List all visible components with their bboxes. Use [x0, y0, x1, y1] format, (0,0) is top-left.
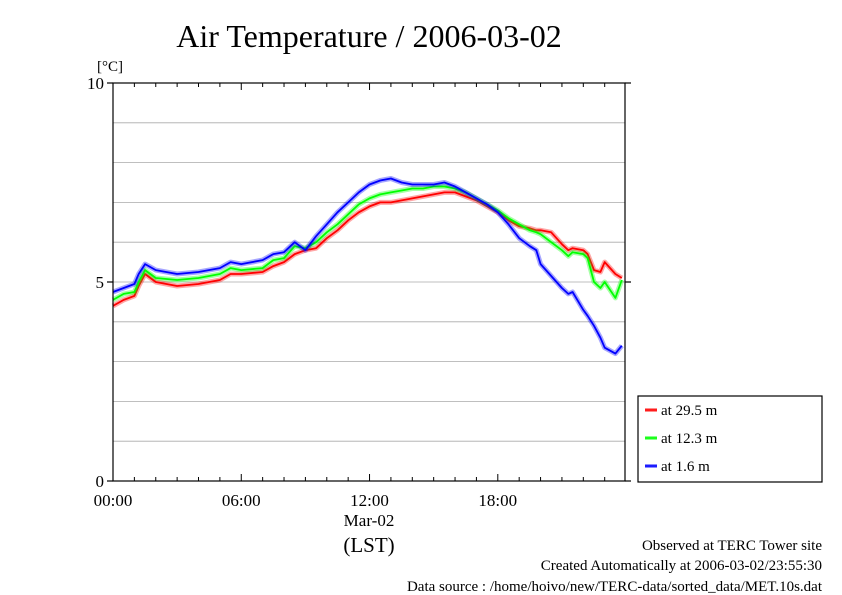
date-label: Mar-02 [344, 511, 395, 530]
series-line [112, 177, 623, 355]
legend: at 29.5 m at 12.3 m at 1.6 m [637, 395, 823, 483]
series-line [112, 191, 623, 307]
legend-label: at 29.5 m [661, 403, 718, 419]
y-axis-unit-label: [°C] [97, 59, 123, 75]
x-tick-label: 00:00 [94, 491, 133, 510]
x-tick-label: 12:00 [350, 491, 389, 510]
legend-box [637, 395, 823, 483]
grid-lines [113, 122, 625, 442]
series-line [112, 185, 623, 301]
footer-observed: Observed at TERC Tower site [642, 538, 822, 554]
series-halo [111, 189, 624, 309]
footer-source: Data source : /home/hoivo/new/TERC-data/… [407, 579, 823, 595]
series-lines [111, 176, 625, 357]
x-axis-label: (LST) [343, 533, 394, 557]
legend-label: at 1.6 m [661, 459, 710, 475]
y-tick-label: 5 [96, 273, 105, 292]
x-tick-label: 18:00 [478, 491, 517, 510]
x-tick-label: 06:00 [222, 491, 261, 510]
axis-ticks: 0 5 10 00:00 06:00 12:00 18:00 [87, 74, 631, 510]
chart-title: Air Temperature / 2006-03-02 [176, 18, 562, 54]
footer-created: Created Automatically at 2006-03-02/23:5… [541, 558, 822, 574]
y-tick-label: 0 [96, 472, 105, 491]
legend-label: at 12.3 m [661, 431, 718, 447]
y-tick-label: 10 [87, 74, 104, 93]
